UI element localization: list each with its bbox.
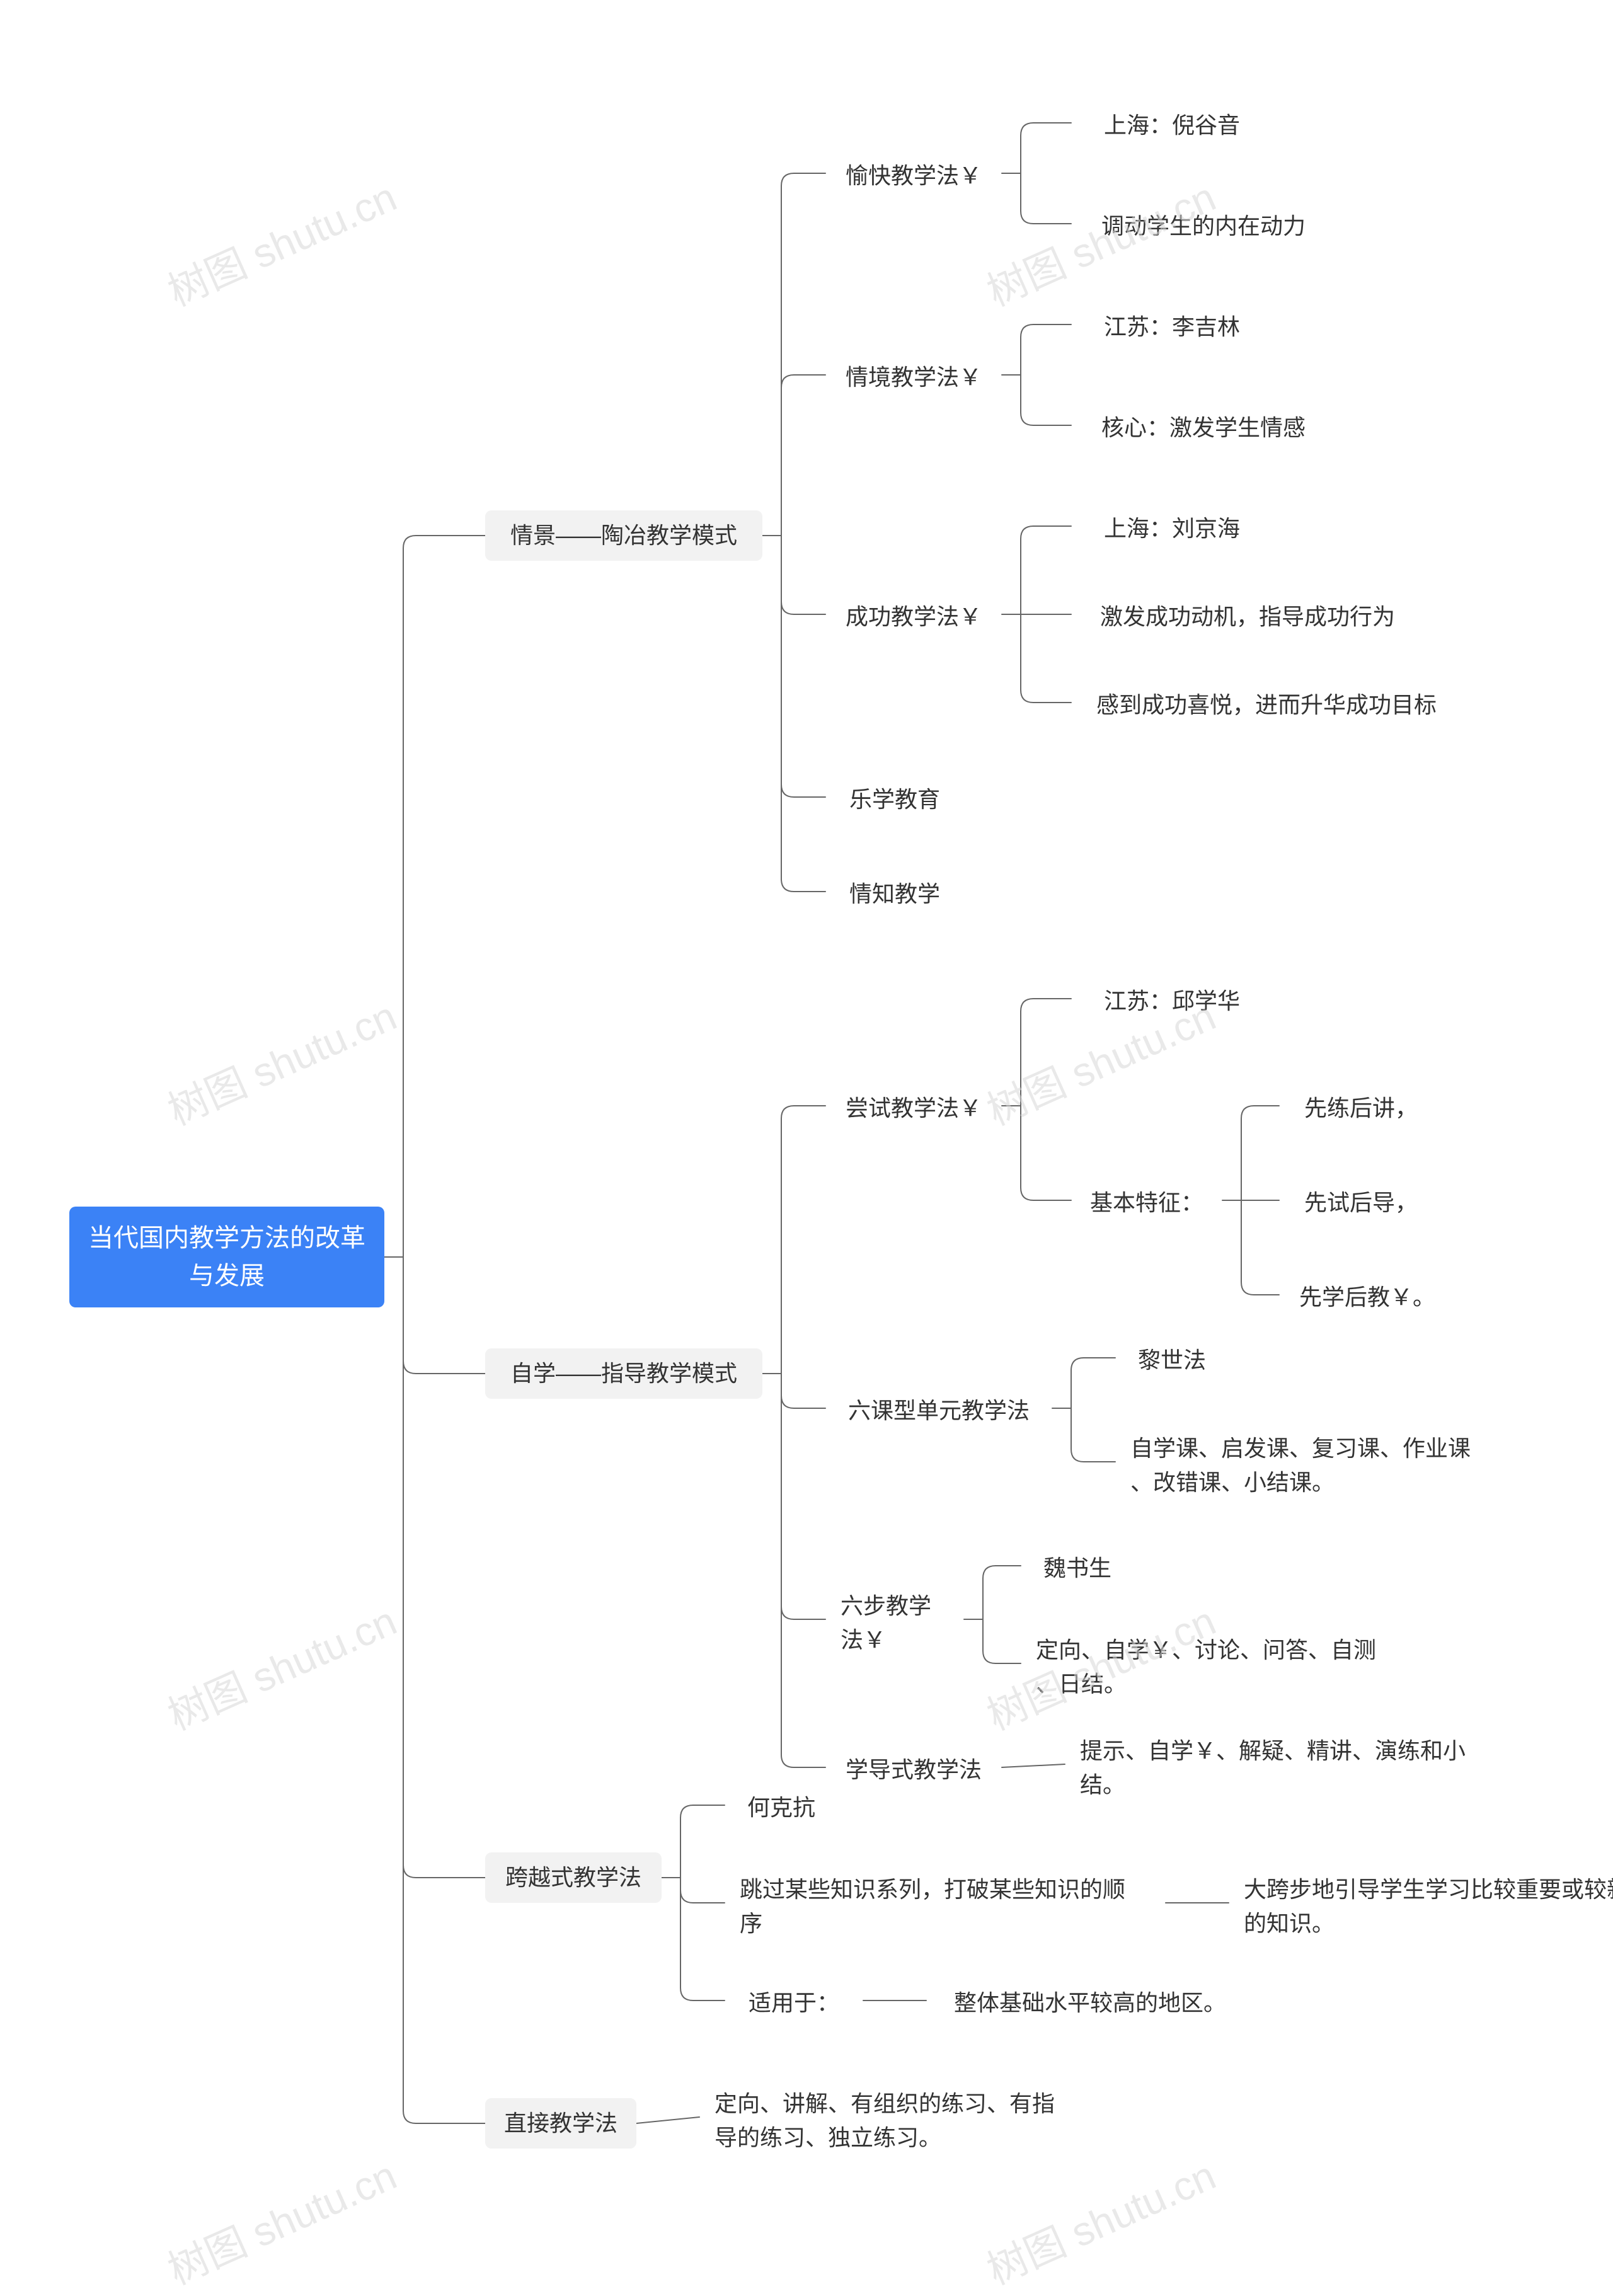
node-b3c3: 适用于： [725, 1978, 863, 2028]
node-b1c5: 情知教学 [825, 870, 964, 919]
connector [1021, 1106, 1071, 1200]
node-b2c3a: 魏书生 [1021, 1544, 1134, 1593]
connector [680, 1878, 725, 2000]
node-b1c1a: 上海：倪谷音 [1071, 101, 1273, 150]
node-b2c4: 学导式教学法 [825, 1745, 1002, 1794]
connector [781, 1374, 825, 1408]
connector [680, 1805, 725, 1878]
connector [781, 1106, 825, 1374]
node-b1c1b: 调动学生的内在动力 [1071, 202, 1336, 251]
node-b2c2b: 自学课、启发课、复习课、作业课、改错课、小结课。 [1115, 1424, 1518, 1507]
connector [1241, 1106, 1279, 1200]
connector [781, 536, 825, 797]
connector [1071, 1408, 1115, 1462]
node-b1: 情景——陶冶教学模式 [485, 510, 762, 561]
connector [781, 536, 825, 892]
connector [1241, 1200, 1279, 1295]
connector [1021, 614, 1071, 703]
node-b3: 跨越式教学法 [485, 1852, 662, 1903]
connector [1021, 375, 1071, 425]
node-b2c3: 六步教学法￥ [825, 1581, 964, 1665]
connector [983, 1619, 1021, 1663]
connector [1021, 123, 1071, 173]
connector [403, 1257, 485, 1878]
connector [403, 1257, 485, 1374]
connector [636, 2117, 699, 2123]
connector [983, 1566, 1021, 1619]
node-b2c1b2: 先试后导， [1279, 1178, 1443, 1227]
node-b4c1: 定向、讲解、有组织的练习、有指导的练习、独立练习。 [699, 2079, 1103, 2162]
node-b1c3c: 感到成功喜悦，进而升华成功目标 [1071, 680, 1462, 730]
connector [403, 536, 485, 1257]
node-b3c3a: 整体基础水平较高的地区。 [926, 1978, 1254, 2028]
connector [781, 1374, 825, 1767]
connector [1002, 1764, 1065, 1767]
node-b2c3b: 定向、自学￥、讨论、问答、自测、日结。 [1021, 1626, 1424, 1709]
connector [1021, 526, 1071, 614]
connector [781, 375, 825, 536]
node-b2c1b1: 先练后讲， [1279, 1084, 1443, 1133]
connector [1021, 999, 1071, 1106]
node-b2c2: 六课型单元教学法 [825, 1386, 1052, 1435]
node-b3c2a: 大跨步地引导学生学习比较重要或较新的知识。 [1229, 1865, 1613, 1948]
connector [1021, 324, 1071, 375]
node-b2c4a: 提示、自学￥、解疑、精讲、演练和小结。 [1065, 1726, 1506, 1810]
connector [781, 1374, 825, 1619]
node-b1c2: 情境教学法￥ [825, 353, 1002, 402]
node-b2c1b: 基本特征： [1071, 1178, 1222, 1227]
connector [1071, 1358, 1115, 1408]
node-b1c3b: 激发成功动机，指导成功行为 [1071, 592, 1424, 641]
node-b1c2b: 核心：激发学生情感 [1071, 403, 1336, 452]
connector [781, 536, 825, 614]
connector [403, 1257, 485, 2123]
node-b3c2: 跳过某些知识系列，打破某些知识的顺序 [725, 1865, 1166, 1948]
node-b2c2a: 黎世法 [1115, 1336, 1229, 1385]
node-b1c3a: 上海：刘京海 [1071, 504, 1273, 553]
node-b2: 自学——指导教学模式 [485, 1348, 762, 1399]
node-b1c4: 乐学教育 [825, 775, 964, 824]
node-b3c1: 何克抗 [725, 1783, 838, 1832]
connector [781, 173, 825, 536]
node-b1c2a: 江苏：李吉林 [1071, 302, 1273, 352]
connector [1021, 173, 1071, 224]
node-b2c1a: 江苏：邱学华 [1071, 977, 1273, 1026]
node-b2c1b3: 先学后教￥。 [1279, 1273, 1455, 1322]
node-b1c1: 愉快教学法￥ [825, 151, 1002, 200]
node-b4: 直接教学法 [485, 2098, 636, 2149]
connector [680, 1878, 725, 1903]
node-root: 当代国内教学方法的改革与发展 [69, 1207, 384, 1307]
node-b1c3: 成功教学法￥ [825, 592, 1002, 641]
node-b2c1: 尝试教学法￥ [825, 1084, 1002, 1133]
